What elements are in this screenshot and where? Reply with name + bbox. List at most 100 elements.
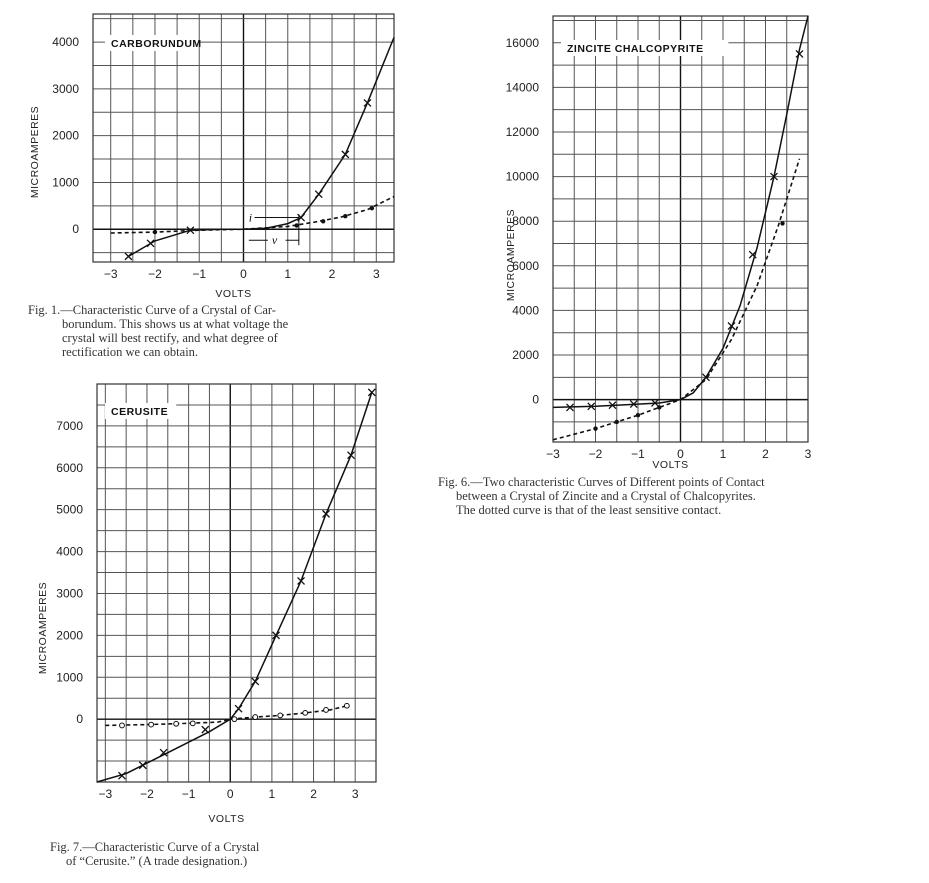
caption-line: Fig. 7.—Characteristic Curve of a Crysta… (50, 840, 260, 854)
plot-frame (92, 13, 395, 263)
cross-stroke (363, 98, 372, 107)
y-axis-label: MICROAMPERES (505, 209, 517, 301)
dot-marker (294, 223, 299, 228)
chart-title: CARBORUNDUM (111, 38, 202, 50)
cross-stroke (795, 49, 804, 58)
annotation-i: i (249, 211, 252, 225)
x-tick-label: −1 (631, 447, 645, 461)
grid (552, 16, 809, 442)
x-axis-label: VOLTS (208, 813, 244, 825)
cross-stroke (272, 631, 281, 640)
cross-stroke (124, 252, 133, 261)
x-tick-label: 2 (329, 267, 336, 281)
plot-frame (552, 15, 809, 443)
ring-marker (277, 712, 284, 719)
caption-line: of “Cerusite.” (A trade designation.) (66, 854, 248, 868)
cross-marker (341, 150, 350, 159)
zincite-chalcopyrite-chart: −3 −2 −1 0 1 2 3 0 2000 4000 6000 8000 10000 12000 140… (490, 0, 920, 471)
ring-marker (302, 709, 309, 716)
fig7-caption: Fig. 7.—Characteristic Curve of a Crysta… (50, 840, 380, 868)
caption-line: borundum. This shows us at what voltage … (62, 317, 289, 331)
caption-line: Fig. 1.—Characteristic Curve of a Crysta… (28, 303, 276, 317)
cross-marker (629, 400, 638, 409)
dot-marker (343, 213, 348, 219)
cross-marker (251, 677, 260, 686)
grid (93, 14, 394, 262)
x-tick-label: −3 (98, 787, 112, 801)
cross-stroke (146, 239, 155, 248)
cross-marker (795, 49, 804, 58)
y-tick-label: 0 (76, 712, 83, 726)
cross-stroke (297, 576, 306, 585)
cross-marker (748, 250, 757, 259)
y-tick-label: 4000 (56, 545, 83, 559)
cross-stroke (347, 451, 355, 460)
dot-marker (369, 205, 375, 211)
dot-marker (152, 229, 158, 235)
chart-title-background (105, 403, 177, 419)
y-tick-label: 4000 (52, 35, 79, 49)
cross-marker (297, 576, 306, 585)
cross-marker (651, 399, 659, 407)
cross-stroke (629, 400, 638, 409)
cross-marker (770, 172, 778, 181)
dot-marker (320, 219, 326, 224)
cross-stroke (367, 388, 376, 397)
ring-marker (343, 702, 350, 709)
y-tick-label: 3000 (52, 82, 79, 96)
cross-stroke (322, 509, 330, 518)
y-tick-label: 14000 (506, 80, 540, 94)
cross-marker (272, 631, 281, 640)
caption-line: rectification we can obtain. (62, 345, 199, 359)
x-tick-label: 2 (310, 787, 317, 801)
cross-marker (201, 725, 210, 734)
cross-stroke (118, 771, 126, 780)
x-tick-label: 0 (227, 787, 234, 801)
cross-stroke (234, 704, 243, 713)
cross-stroke (727, 322, 736, 330)
cross-stroke (251, 677, 260, 686)
y-tick-label: 7000 (56, 419, 83, 433)
y-tick-label: 12000 (506, 125, 540, 139)
y-tick-label: 1000 (56, 670, 83, 684)
cross-stroke (138, 761, 147, 770)
x-tick-label: 0 (677, 447, 684, 461)
y-tick-label: 6000 (56, 461, 83, 475)
ring-marker (323, 707, 329, 713)
caption-line: The dotted curve is that of the least se… (456, 503, 722, 517)
cross-stroke (770, 172, 778, 181)
grid (97, 384, 377, 782)
cross-marker (608, 401, 617, 410)
x-tick-label: 2 (762, 447, 769, 461)
cross-marker (587, 402, 596, 411)
cross-marker (367, 388, 376, 397)
dot-marker (657, 405, 662, 410)
y-axis-label: MICROAMPERES (29, 106, 41, 198)
y-tick-label: 1000 (52, 175, 79, 189)
dotted-curve (552, 158, 801, 441)
y-tick-label: 10000 (506, 170, 540, 184)
cross-marker (118, 771, 126, 780)
dot-marker (780, 221, 785, 226)
x-tick-label: 0 (240, 267, 247, 281)
cross-stroke (748, 250, 757, 259)
x-tick-label: 1 (720, 447, 727, 461)
caption-line: crystal will best rectify, and what degr… (62, 331, 278, 345)
ring-marker (189, 720, 196, 727)
cross-marker (322, 509, 330, 518)
cross-marker (124, 252, 133, 261)
cross-stroke (566, 403, 574, 412)
chart-title: CERUSITE (111, 406, 168, 418)
cross-marker (146, 239, 155, 248)
ring-marker (173, 720, 180, 727)
dot-marker (614, 419, 619, 425)
x-tick-label: −1 (182, 787, 196, 801)
cerusite-chart: −3 −2 −1 0 1 2 3 0 1000 2000 3000 4000 5000 6000 7000 V… (0, 370, 420, 840)
dotted-curve (110, 195, 395, 234)
cross-marker (138, 761, 147, 770)
caption-line: Fig. 6.—Two characteristic Curves of Dif… (438, 475, 765, 489)
cross-stroke (159, 748, 168, 757)
plot-frame (96, 383, 377, 783)
cross-marker (566, 403, 574, 412)
caption-line: between a Crystal of Zincite and a Cryst… (456, 489, 756, 503)
